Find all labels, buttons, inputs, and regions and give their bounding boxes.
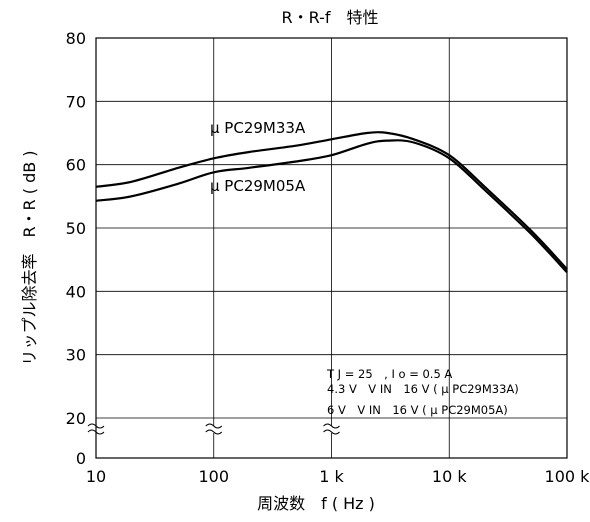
break-wave-2-1 bbox=[323, 429, 340, 435]
break-wave-2-0 bbox=[323, 423, 340, 429]
break-wave-1-1 bbox=[205, 429, 223, 435]
y-tick-label: 0 bbox=[76, 449, 86, 468]
series-line-1 bbox=[95, 139, 568, 274]
x-axis-label: 周波数 f ( Hz ) bbox=[257, 494, 375, 513]
x-tick-labels: 10 100 1 k 10 k 100 k bbox=[86, 467, 590, 486]
axis-break-marks bbox=[87, 423, 340, 435]
series-line-0 bbox=[95, 131, 568, 270]
x-tick-label: 100 bbox=[198, 467, 229, 486]
plot-frame bbox=[95, 37, 568, 459]
conditions-note: T J = 25 , I o = 0.5 A 4.3 V V IN 16 V (… bbox=[326, 367, 519, 417]
chart-title: R・R-f 特性 bbox=[282, 8, 379, 27]
x-tick-label: 100 k bbox=[545, 467, 590, 486]
y-tick-label: 70 bbox=[66, 92, 86, 111]
condition-line-1: T J = 25 , I o = 0.5 A bbox=[326, 367, 452, 381]
y-tick-label: 20 bbox=[66, 409, 86, 428]
x-tick-label: 10 bbox=[86, 467, 106, 486]
break-gap-2 bbox=[323, 426, 340, 433]
y-tick-label: 40 bbox=[66, 282, 86, 301]
series-label-pc29m33a: μ PC29M33A bbox=[210, 119, 306, 137]
y-tick-labels: 0 20 30 40 50 60 70 80 bbox=[66, 29, 86, 468]
series-lines bbox=[95, 131, 568, 274]
grid-lines bbox=[96, 38, 567, 458]
condition-line-3: 6 V V IN 16 V ( μ PC29M05A) bbox=[327, 403, 508, 417]
break-gap-1 bbox=[205, 426, 222, 433]
y-tick-label: 80 bbox=[66, 29, 86, 48]
series-label-pc29m05a: μ PC29M05A bbox=[210, 177, 306, 195]
x-tick-label: 10 k bbox=[432, 467, 467, 486]
x-tick-label: 1 k bbox=[319, 467, 344, 486]
break-wave-1-0 bbox=[205, 423, 223, 429]
y-tick-label: 30 bbox=[66, 346, 86, 365]
condition-line-2: 4.3 V V IN 16 V ( μ PC29M33A) bbox=[327, 382, 519, 396]
y-tick-label: 60 bbox=[66, 156, 86, 175]
y-axis-label: リップル除去率 R・R ( dB ) bbox=[20, 150, 39, 365]
y-tick-label: 50 bbox=[66, 219, 86, 238]
